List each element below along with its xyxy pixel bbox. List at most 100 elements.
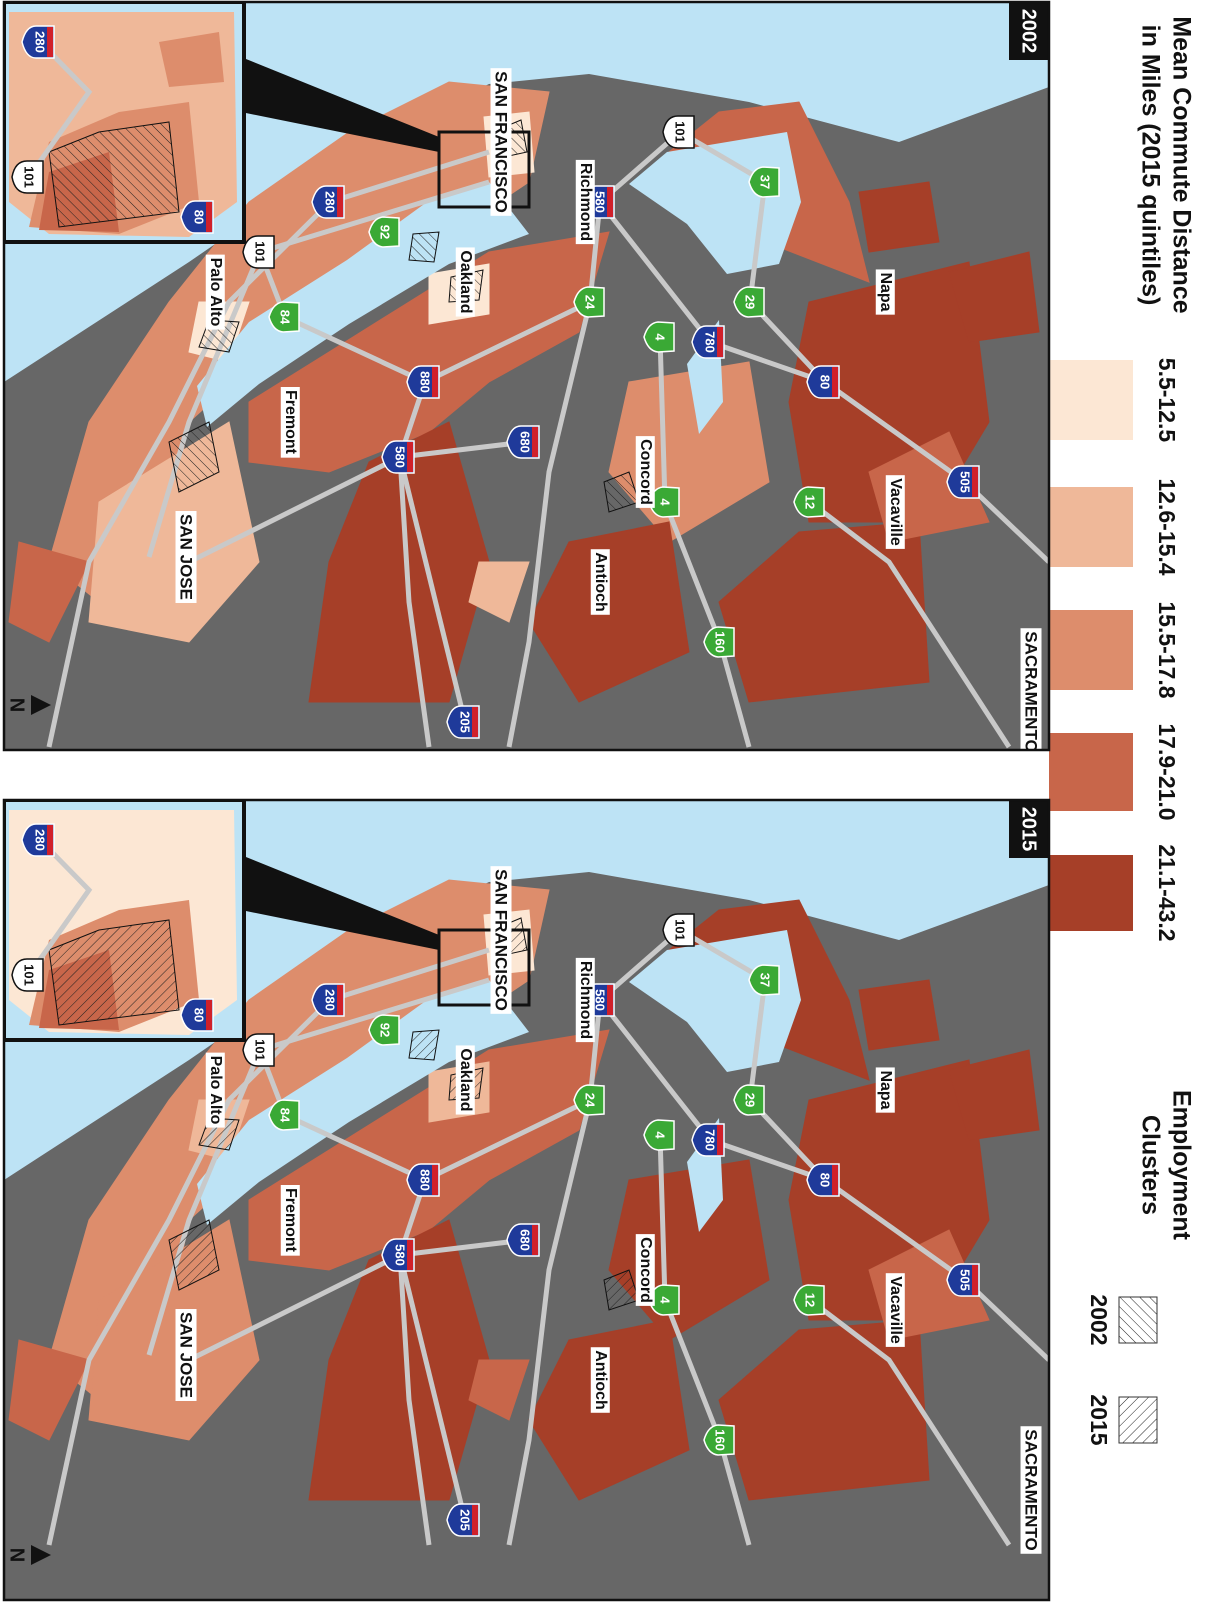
highway-shield: 505 bbox=[947, 1264, 979, 1296]
place-label: SAN JOSE bbox=[177, 514, 196, 600]
highway-shield: 37 bbox=[749, 167, 779, 197]
highway-shield: 160 bbox=[704, 1425, 734, 1455]
place-label: Oakland bbox=[457, 1048, 474, 1111]
shield-number: 92 bbox=[378, 225, 393, 239]
place-label: Antioch bbox=[592, 1350, 609, 1410]
shield-number: 680 bbox=[518, 1229, 533, 1251]
map-panel: 1015803729780804248809284280680580505124… bbox=[4, 800, 1049, 1600]
highway-shield: 29 bbox=[734, 1085, 764, 1115]
highway-shield: 505 bbox=[947, 466, 979, 498]
commute-region bbox=[859, 182, 939, 252]
shield-number: 580 bbox=[593, 191, 608, 213]
shield-number: 505 bbox=[958, 471, 973, 493]
shield-number: 101 bbox=[673, 121, 688, 143]
clusters-legend-title: Clusters bbox=[1136, 1115, 1164, 1215]
legend-swatch bbox=[1049, 855, 1133, 931]
clusters-legend-label: 2015 bbox=[1086, 1394, 1112, 1445]
highway-shield: 84 bbox=[269, 302, 299, 332]
shield-number: 12 bbox=[803, 1293, 818, 1307]
shield-number: 29 bbox=[743, 1093, 758, 1107]
shield-number: 101 bbox=[673, 919, 688, 941]
highway-shield: 880 bbox=[407, 366, 439, 398]
shield-number: 280 bbox=[33, 829, 48, 851]
shield-number: 4 bbox=[658, 498, 673, 506]
shield-number: 84 bbox=[278, 310, 293, 325]
highway-shield: 101 bbox=[12, 161, 43, 193]
clusters-legend-title: Employment bbox=[1167, 1090, 1195, 1241]
highway-shield: 680 bbox=[507, 426, 539, 458]
legend-swatch bbox=[1049, 360, 1133, 440]
highway-shield: 780 bbox=[692, 1124, 724, 1156]
place-label: Napa bbox=[877, 1070, 894, 1109]
highway-shield: 580 bbox=[382, 1239, 414, 1271]
clusters-legend-swatch bbox=[1119, 1397, 1157, 1443]
shield-number: 24 bbox=[583, 1093, 598, 1108]
highway-shield: 280 bbox=[22, 26, 54, 58]
shield-number: 37 bbox=[758, 175, 773, 189]
shield-number: 80 bbox=[192, 210, 207, 224]
highway-shield: 205 bbox=[447, 1504, 479, 1536]
place-label: Napa bbox=[877, 272, 894, 311]
place-label: SAN JOSE bbox=[177, 1312, 196, 1398]
clusters-legend-label: 2002 bbox=[1086, 1294, 1112, 1345]
highway-shield: 29 bbox=[734, 287, 764, 317]
shield-number: 101 bbox=[22, 964, 37, 986]
north-label: N bbox=[6, 1548, 28, 1562]
shield-number: 84 bbox=[278, 1108, 293, 1123]
shield-number: 505 bbox=[958, 1269, 973, 1291]
highway-shield: 4 bbox=[644, 1120, 674, 1150]
highway-shield: 24 bbox=[574, 1085, 604, 1115]
shield-number: 80 bbox=[192, 1008, 207, 1022]
map-panel: 101 580 37 29 780 80 4 24 880 92 84 280 680 580 505 12 4… bbox=[4, 2, 1049, 756]
shield-number: 160 bbox=[713, 631, 728, 653]
place-label: SAN FRANCISCO bbox=[492, 869, 511, 1011]
shield-number: 580 bbox=[393, 446, 408, 468]
highway-shield: 780 bbox=[692, 326, 724, 358]
legend-class-label: 12.6-15.4 bbox=[1154, 478, 1180, 575]
highway-shield: 280 bbox=[312, 984, 344, 1016]
map-figure: Mean Commute Distancein Miles (2015 quin… bbox=[0, 0, 1209, 1604]
highway-shield: 880 bbox=[407, 1164, 439, 1196]
place-label: Fremont bbox=[282, 1188, 299, 1253]
highway-shield: 101 bbox=[243, 1034, 274, 1066]
highway-shield: 101 bbox=[12, 959, 43, 991]
highway-shield: 580 bbox=[382, 441, 414, 473]
rotated-layout: Mean Commute Distancein Miles (2015 quin… bbox=[4, 2, 1195, 1600]
legend-class-label: 5.5-12.5 bbox=[1154, 358, 1180, 443]
shield-number: 780 bbox=[703, 331, 718, 353]
highway-shield: 24 bbox=[574, 287, 604, 317]
highway-shield: 160 bbox=[704, 627, 734, 657]
shield-number: 580 bbox=[393, 1244, 408, 1266]
highway-shield: 101 bbox=[243, 236, 274, 268]
shield-number: 4 bbox=[653, 1131, 668, 1139]
shield-number: 780 bbox=[703, 1129, 718, 1151]
legend-class-label: 17.9-21.0 bbox=[1154, 723, 1180, 820]
shield-number: 680 bbox=[518, 431, 533, 453]
place-label: Vacaville bbox=[887, 1276, 904, 1344]
shield-number: 205 bbox=[458, 1509, 473, 1531]
shield-number: 12 bbox=[803, 495, 818, 509]
shield-number: 80 bbox=[818, 375, 833, 389]
legend-swatch bbox=[1049, 733, 1133, 811]
highway-shield: 205 bbox=[447, 706, 479, 738]
shield-number: 160 bbox=[713, 1429, 728, 1451]
shield-number: 4 bbox=[653, 333, 668, 341]
place-label: Palo Alto bbox=[207, 258, 224, 327]
highway-shield: 80 bbox=[807, 366, 839, 398]
highway-shield: 84 bbox=[269, 1100, 299, 1130]
highway-shield: 280 bbox=[312, 186, 344, 218]
shield-number: 80 bbox=[818, 1173, 833, 1187]
north-label: N bbox=[6, 698, 28, 712]
shield-number: 37 bbox=[758, 973, 773, 987]
highway-shield: 101 bbox=[663, 116, 694, 148]
highway-shield: 12 bbox=[794, 487, 824, 517]
highway-shield: 80 bbox=[807, 1164, 839, 1196]
shield-number: 29 bbox=[743, 295, 758, 309]
shield-number: 24 bbox=[583, 295, 598, 310]
commute-region bbox=[859, 980, 939, 1050]
shield-number: 880 bbox=[418, 1169, 433, 1191]
place-label: Fremont bbox=[282, 390, 299, 455]
shield-number: 101 bbox=[22, 166, 37, 188]
shield-number: 280 bbox=[33, 31, 48, 53]
